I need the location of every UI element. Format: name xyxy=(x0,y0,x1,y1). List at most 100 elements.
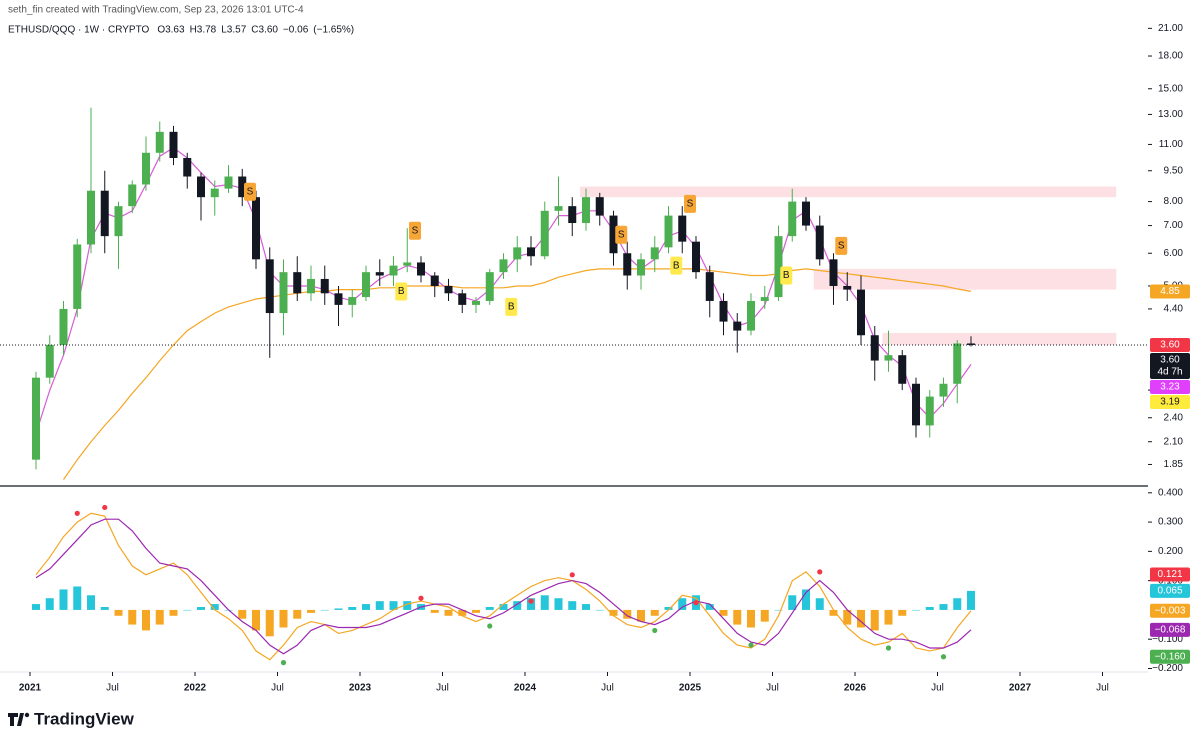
candle-body xyxy=(458,293,467,305)
candle-body xyxy=(348,297,357,305)
candle-body xyxy=(499,259,508,273)
histogram-bar xyxy=(554,598,563,610)
x-tick-label: Jul xyxy=(1096,683,1109,694)
signal-badge xyxy=(670,256,683,275)
candle-body xyxy=(45,344,54,378)
candle-body xyxy=(362,272,370,298)
candle-body xyxy=(692,241,700,273)
candle-body xyxy=(719,300,728,322)
footer-logo: TradingView xyxy=(8,709,135,728)
signal-label: S xyxy=(247,186,254,197)
histogram-bar xyxy=(444,609,453,616)
signal-label: S xyxy=(412,225,419,236)
y-tick-label: −0.100 xyxy=(1152,634,1183,645)
x-tick-label: Jul xyxy=(766,683,779,694)
signal-dot xyxy=(693,600,699,606)
resistance-zone xyxy=(813,268,1117,290)
signal-dot xyxy=(885,645,892,651)
histogram-bar xyxy=(719,609,728,616)
candle-body xyxy=(142,152,150,185)
logo-mark xyxy=(8,713,24,726)
signal-label: B xyxy=(673,260,680,271)
candle-body xyxy=(279,272,288,314)
oscillator-line xyxy=(35,512,972,661)
signal-label: B xyxy=(783,270,790,281)
histogram-bar xyxy=(650,609,659,616)
candle-body xyxy=(527,247,535,257)
histogram-bar xyxy=(705,604,714,610)
y-tick-label: −0.200 xyxy=(1152,663,1183,674)
histogram-bar xyxy=(252,609,260,631)
credit: seth_fin created with TradingView.com, S… xyxy=(8,5,304,16)
logo-dot xyxy=(24,712,30,718)
signal-badge xyxy=(395,282,408,301)
candle-body xyxy=(623,253,632,276)
price-badge-label: 0.065 xyxy=(1157,586,1182,597)
price-badge-label: 4.85 xyxy=(1160,286,1180,297)
y-tick-label: 1.85 xyxy=(1164,459,1184,470)
candle-body xyxy=(747,300,755,331)
histogram-bar xyxy=(595,609,604,611)
histogram-bar xyxy=(472,609,480,613)
signal-badge xyxy=(684,194,696,213)
y-tick-label: 2.10 xyxy=(1164,436,1184,447)
candle-body xyxy=(925,396,934,426)
price-badge xyxy=(1150,337,1190,352)
histogram-bar xyxy=(912,609,920,611)
candle-body xyxy=(857,289,865,336)
signal-dot xyxy=(817,569,823,575)
candle-body xyxy=(733,321,742,331)
ohlc-value: O3.63 xyxy=(157,25,185,36)
histogram-bar xyxy=(100,606,109,610)
y-tick-label: 7.00 xyxy=(1164,220,1184,231)
candle-body xyxy=(444,285,453,294)
histogram-bar xyxy=(362,604,370,610)
histogram-bar xyxy=(210,604,219,610)
candle-body xyxy=(554,206,563,211)
histogram-bar xyxy=(582,604,590,610)
candle-body xyxy=(59,308,68,345)
histogram-bar xyxy=(637,609,645,622)
histogram-bar xyxy=(540,595,549,610)
y-tick-label: 15.00 xyxy=(1158,83,1183,94)
candle-body xyxy=(513,247,522,260)
histogram-bar xyxy=(678,598,687,610)
y-tick-label: 0.300 xyxy=(1158,517,1183,528)
y-tick-label: 9.50 xyxy=(1164,165,1184,176)
signal-badge xyxy=(244,182,256,201)
signal-badge xyxy=(835,236,848,255)
candle-body xyxy=(210,188,219,198)
candle-body xyxy=(375,272,384,276)
histogram-bar xyxy=(142,609,150,631)
price-badge-label: 0.121 xyxy=(1157,569,1182,580)
signal-badge xyxy=(409,221,421,240)
candle-body xyxy=(100,190,109,237)
signal-dot xyxy=(487,623,493,629)
y-tick-label: 0.400 xyxy=(1158,487,1183,498)
candle-body xyxy=(155,131,164,153)
x-tick-label: Jul xyxy=(106,683,119,694)
histogram-bar xyxy=(320,609,329,611)
resistance-zone xyxy=(882,332,1117,345)
price-badge-label: 3.19 xyxy=(1160,397,1180,408)
x-tick-label: 2022 xyxy=(184,683,207,694)
signal-label: S xyxy=(687,198,694,209)
signal-label: S xyxy=(838,241,845,252)
histogram-bar xyxy=(375,601,384,610)
histogram-bar xyxy=(609,609,618,616)
candle-body xyxy=(815,225,824,260)
histogram-bar xyxy=(265,609,274,637)
candle-body xyxy=(664,215,673,248)
candle-body xyxy=(705,272,714,301)
histogram-bar xyxy=(485,606,494,610)
candle-body xyxy=(73,244,82,309)
price-badge xyxy=(1150,352,1190,379)
histogram-bar xyxy=(403,601,412,610)
x-tick-label: Jul xyxy=(601,683,614,694)
price-badge xyxy=(1150,649,1190,664)
candle-body xyxy=(568,206,577,224)
x-tick-label: Jul xyxy=(436,683,449,694)
price-badge-label: 3.60 xyxy=(1160,340,1180,351)
candle-body xyxy=(265,259,274,314)
